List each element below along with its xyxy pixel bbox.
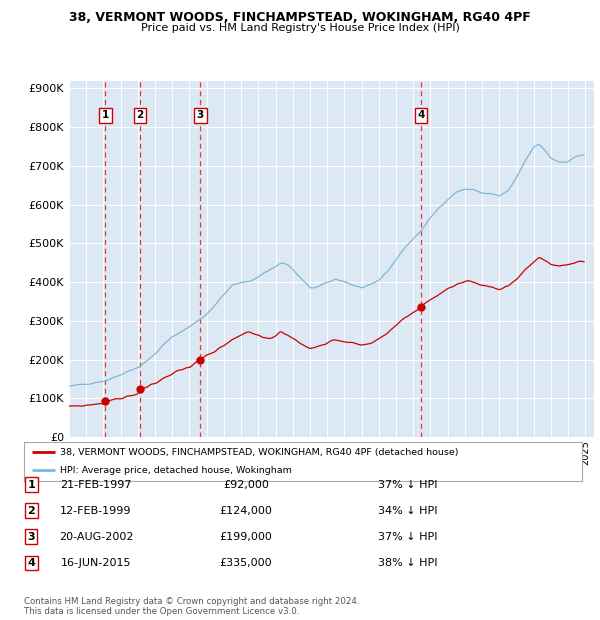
Text: 37% ↓ HPI: 37% ↓ HPI (378, 480, 437, 490)
Text: 1: 1 (28, 480, 35, 490)
Text: 2: 2 (136, 110, 143, 120)
Text: 38, VERMONT WOODS, FINCHAMPSTEAD, WOKINGHAM, RG40 4PF: 38, VERMONT WOODS, FINCHAMPSTEAD, WOKING… (69, 11, 531, 24)
Text: £124,000: £124,000 (220, 506, 272, 516)
Text: 34% ↓ HPI: 34% ↓ HPI (378, 506, 437, 516)
Text: 20-AUG-2002: 20-AUG-2002 (59, 532, 133, 542)
Text: 16-JUN-2015: 16-JUN-2015 (61, 558, 131, 568)
Text: 3: 3 (197, 110, 204, 120)
Text: £199,000: £199,000 (220, 532, 272, 542)
Text: 21-FEB-1997: 21-FEB-1997 (60, 480, 132, 490)
Text: Contains HM Land Registry data © Crown copyright and database right 2024.: Contains HM Land Registry data © Crown c… (24, 597, 359, 606)
Text: 3: 3 (28, 532, 35, 542)
Text: 38, VERMONT WOODS, FINCHAMPSTEAD, WOKINGHAM, RG40 4PF (detached house): 38, VERMONT WOODS, FINCHAMPSTEAD, WOKING… (60, 448, 459, 457)
Text: 4: 4 (27, 558, 35, 568)
Text: £335,000: £335,000 (220, 558, 272, 568)
Text: 37% ↓ HPI: 37% ↓ HPI (378, 532, 437, 542)
Text: 4: 4 (418, 110, 425, 120)
Text: HPI: Average price, detached house, Wokingham: HPI: Average price, detached house, Woki… (60, 466, 292, 475)
Text: £92,000: £92,000 (223, 480, 269, 490)
Text: 38% ↓ HPI: 38% ↓ HPI (378, 558, 437, 568)
Text: This data is licensed under the Open Government Licence v3.0.: This data is licensed under the Open Gov… (24, 607, 299, 616)
Text: 2: 2 (28, 506, 35, 516)
Text: 1: 1 (102, 110, 109, 120)
Text: 12-FEB-1999: 12-FEB-1999 (60, 506, 132, 516)
Text: Price paid vs. HM Land Registry's House Price Index (HPI): Price paid vs. HM Land Registry's House … (140, 23, 460, 33)
